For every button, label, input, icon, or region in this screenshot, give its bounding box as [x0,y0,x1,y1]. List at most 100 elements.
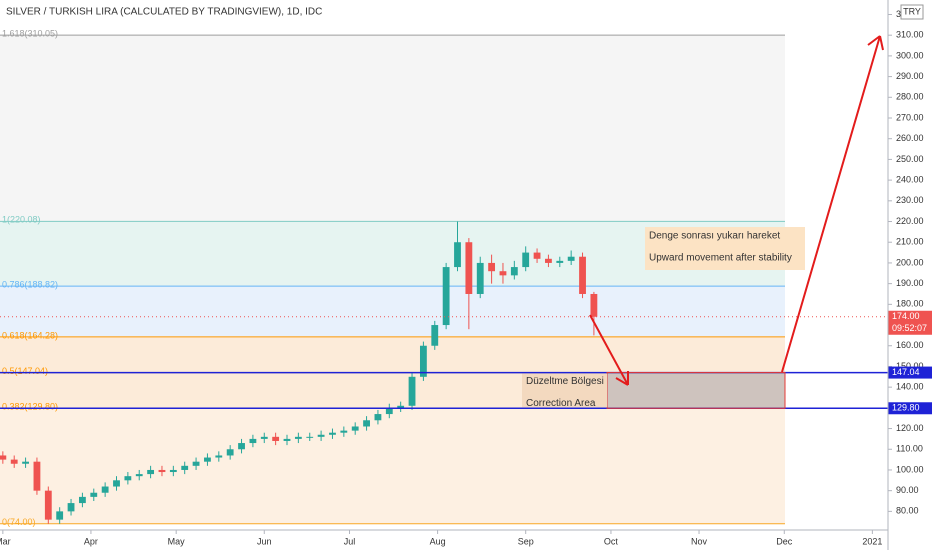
candle-body [10,459,18,464]
x-tick-label: Jul [344,536,356,546]
chart-title: SILVER / TURKISH LIRA (CALCULATED BY TRA… [6,7,322,18]
fib-band [0,35,785,222]
y-tick-label: 120.00 [896,423,924,433]
candle-body [374,414,382,421]
fib-band [0,336,785,373]
fib-band [0,286,785,337]
x-tick-label: Oct [604,536,619,546]
candle-body [397,405,405,408]
fib-label: 0.382(129.80) [2,402,58,412]
candle-body [385,407,393,415]
y-tick-label: 220.00 [896,216,924,226]
candle-body [215,455,223,458]
note-box [522,373,607,408]
candle-body [249,438,257,444]
candle-body [226,449,234,456]
x-tick-label: Dec [776,536,793,546]
candle-body [488,262,496,272]
candle-body [351,426,359,431]
candle-body [135,474,143,477]
x-tick-label: Nov [691,536,708,546]
candle-body [363,420,370,427]
fib-band [0,372,785,409]
note-text: Denge sonrası yukarı hareket [649,231,780,242]
candle-body [272,436,280,441]
y-tick-label: 180.00 [896,299,924,309]
candle-body [260,436,268,439]
candle-body [306,436,314,438]
y-tick-label: 100.00 [896,464,924,474]
candle-body [408,376,416,406]
y-tick-label: 200.00 [896,257,924,267]
candle-body [294,436,302,439]
x-tick-label: May [168,536,186,546]
x-tick-label: Mar [0,536,11,546]
candle-body [192,461,200,466]
candle-body [44,490,52,520]
fib-label: 0.5(147.04) [2,366,48,376]
candle-body [522,252,530,268]
price-tag-label: 147.04 [892,367,920,377]
x-tick-label: Sep [518,536,534,546]
candle-body [419,345,427,377]
arrow [589,314,629,386]
y-tick-label: 210.00 [896,237,924,247]
candle-body [590,293,598,317]
candle-body [442,267,450,326]
candle-body [78,496,86,504]
candle-body [181,465,189,470]
y-tick-label: 240.00 [896,174,924,184]
y-tick-label: 150.00 [896,361,924,371]
candle-body [317,434,325,437]
fib-label: 0.618(164.28) [2,330,58,340]
candle-body [101,486,109,493]
y-tick-label: 280.00 [896,92,924,102]
candle-body [124,476,132,481]
fib-label: 1.618(310.05) [2,28,58,38]
y-tick-label: 300.00 [896,50,924,60]
candle-body [169,469,177,473]
candle-body [556,260,564,263]
price-tag [888,310,932,335]
currency-box [900,4,924,20]
candle-body [329,432,336,435]
candle-body [465,242,473,294]
x-tick-label: Aug [430,536,446,546]
price-tag-label: 129.80 [892,403,920,413]
candle-body [567,256,575,261]
countdown: 09:52:07 [892,323,927,333]
candle-body [56,511,64,520]
candle-body [0,455,7,460]
candle-body [204,457,211,462]
x-tick-label: Jun [257,536,272,546]
candle-body [33,461,41,491]
currency: TRY [903,6,921,16]
candle-body [22,461,29,464]
fib-label: 0.786(188.82) [2,279,58,289]
fib-label: 0(74.00) [2,517,36,527]
candle-body [147,469,155,475]
candle-body [340,430,348,433]
candle-body [499,271,507,276]
note-text: Upward movement after stability [649,253,792,264]
candle-body [545,258,552,263]
y-tick-label: 230.00 [896,195,924,205]
note-box [645,227,805,270]
candle-body [113,480,120,487]
fib-band [0,408,785,524]
candle-body [67,503,75,512]
y-tick-label: 260.00 [896,133,924,143]
candle-body [431,325,439,346]
y-tick-label: 310.00 [896,30,924,40]
candle-body [158,469,166,473]
candle-body [454,242,461,268]
candle-body [510,267,518,276]
y-tick-label: 140.00 [896,382,924,392]
candle-body [476,262,484,294]
price-tag [888,402,932,415]
price-tag [888,366,932,379]
fib-label: 1(220.08) [2,215,41,225]
y-tick-label: 270.00 [896,112,924,122]
y-tick-label: 110.00 [896,444,923,454]
